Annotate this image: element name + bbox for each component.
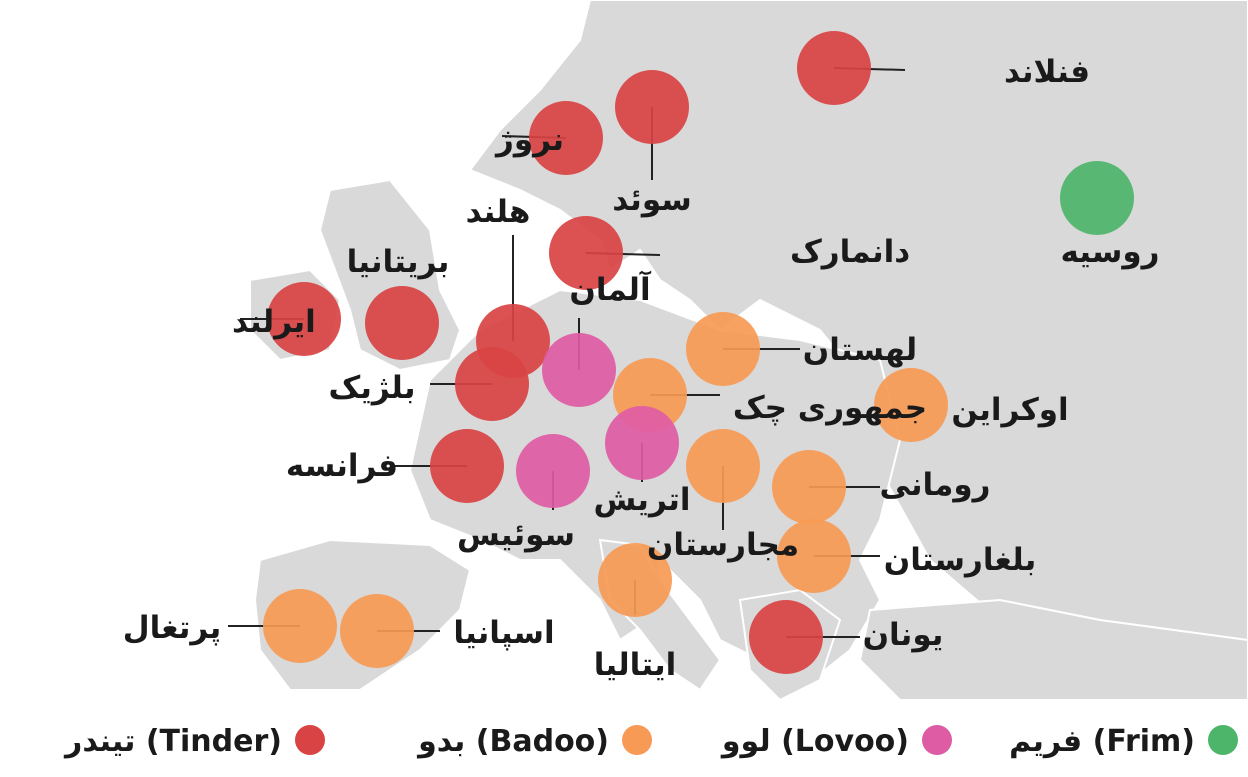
marker-france bbox=[430, 429, 504, 503]
country-label-switzerland: سوئیس bbox=[457, 517, 575, 553]
marker-switzerland bbox=[516, 434, 590, 508]
country-label-germany: آلمان bbox=[569, 270, 652, 308]
country-labels: فنلاند نروژ سوئد روسیه دانمارک هلند بریتانیا آل… bbox=[123, 54, 1160, 683]
marker-germany bbox=[542, 333, 616, 407]
country-label-russia: روسیه bbox=[1060, 234, 1159, 270]
marker-denmark bbox=[549, 216, 623, 290]
legend-swatch-badoo bbox=[622, 725, 652, 755]
marker-spain bbox=[340, 594, 414, 668]
country-label-sweden: سوئد bbox=[612, 182, 691, 218]
country-label-belgium: بلژیک bbox=[329, 370, 416, 406]
legend: تیندر (Tinder) بدو (Badoo) لوو (Lovoo) فریم… bbox=[63, 724, 1238, 759]
marker-norway bbox=[529, 101, 603, 175]
marker-hungary bbox=[686, 429, 760, 503]
country-label-portugal: پرتغال bbox=[123, 610, 222, 646]
country-label-hungary: مجارستان bbox=[647, 527, 799, 563]
country-label-ukraine: اوکراین bbox=[951, 392, 1068, 428]
country-label-italy: ایتالیا bbox=[594, 647, 677, 683]
marker-poland bbox=[686, 312, 760, 386]
country-label-netherlands: هلند bbox=[466, 194, 531, 230]
marker-sweden bbox=[615, 70, 689, 144]
marker-uk bbox=[365, 286, 439, 360]
legend-swatch-tinder bbox=[295, 725, 325, 755]
country-markers bbox=[263, 31, 1134, 674]
legend-label-frim: فریم (Frim) bbox=[1009, 724, 1195, 759]
marker-romania bbox=[772, 450, 846, 524]
marker-finland bbox=[797, 31, 871, 105]
marker-belgium bbox=[455, 347, 529, 421]
marker-austria bbox=[605, 406, 679, 480]
legend-swatch-lovoo bbox=[922, 725, 952, 755]
marker-greece bbox=[749, 600, 823, 674]
country-label-romania: رومانی bbox=[880, 467, 991, 503]
marker-ukraine bbox=[874, 368, 948, 442]
country-label-bulgaria: بلغارستان bbox=[884, 542, 1037, 578]
marker-bulgaria bbox=[777, 519, 851, 593]
legend-swatch-frim bbox=[1208, 725, 1238, 755]
country-label-austria: اتریش bbox=[593, 482, 690, 518]
country-label-greece: یونان bbox=[863, 617, 944, 653]
country-label-norway: نروژ bbox=[494, 122, 564, 158]
land-turkey bbox=[858, 598, 1248, 701]
legend-label-lovoo: لوو (Lovoo) bbox=[720, 724, 909, 759]
country-label-spain: اسپانیا bbox=[453, 615, 554, 651]
country-label-uk: بریتانیا bbox=[347, 244, 450, 280]
country-label-poland: لهستان bbox=[803, 332, 917, 368]
country-label-denmark: دانمارک bbox=[790, 234, 910, 270]
marker-ireland bbox=[267, 282, 341, 356]
legend-label-badoo: بدو (Badoo) bbox=[416, 724, 609, 759]
legend-label-tinder: تیندر (Tinder) bbox=[63, 724, 282, 759]
country-label-france: فرانسه bbox=[286, 448, 398, 484]
country-label-finland: فنلاند bbox=[1004, 54, 1090, 90]
marker-portugal bbox=[263, 589, 337, 663]
marker-italy bbox=[598, 543, 672, 617]
country-label-ireland: ایرلند bbox=[232, 304, 316, 340]
marker-russia bbox=[1060, 161, 1134, 235]
country-label-czech: جمهوری چک bbox=[733, 390, 927, 426]
